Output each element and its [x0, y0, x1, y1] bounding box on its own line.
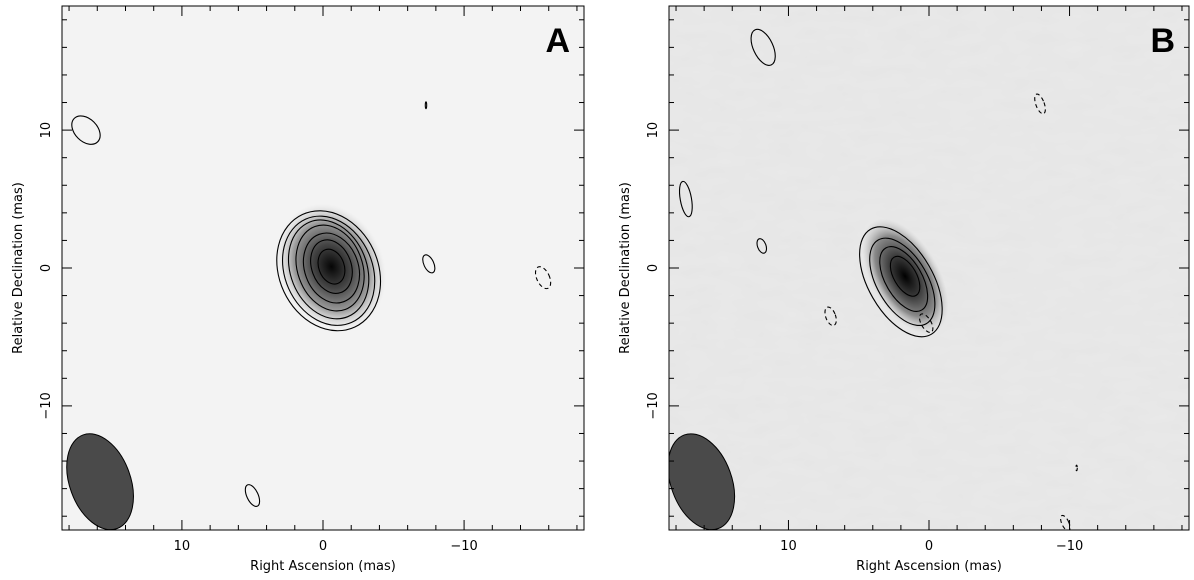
negative-contour-10: [1075, 464, 1078, 472]
contour-6: [756, 238, 768, 254]
x-tick-label: 0: [319, 539, 327, 554]
contour-1: [879, 246, 929, 312]
panel-label: A: [545, 22, 570, 60]
contour-1: [310, 239, 353, 294]
negative-contour-11: [534, 266, 552, 290]
panel-a: 10 0 −10 10 0 −10 Right Ascension (mas) Relativ…: [11, 5, 585, 574]
contour-4: [750, 28, 776, 66]
contour-6: [276, 210, 382, 332]
contour-9: [244, 484, 261, 507]
contour-5: [678, 180, 693, 218]
y-tick-label: 0: [646, 264, 661, 272]
y-axis-title: Relative Declination (mas): [618, 182, 633, 354]
contour-8: [422, 254, 436, 274]
y-axis-title: Relative Declination (mas): [11, 182, 26, 354]
x-tick-label: −10: [1056, 539, 1083, 554]
contour-5: [281, 215, 376, 326]
beam-ellipse: [669, 433, 736, 530]
y-tick-label: −10: [646, 392, 661, 419]
negative-contour-8: [918, 313, 934, 333]
x-tick-label: 0: [925, 539, 933, 554]
y-tick-label: 0: [39, 264, 54, 272]
x-axis-title: Right Ascension (mas): [250, 559, 396, 574]
y-tick-label: −10: [39, 392, 54, 419]
y-tick-label: 10: [39, 122, 54, 139]
x-axis-title: Right Ascension (mas): [856, 559, 1002, 574]
contour-2: [869, 237, 936, 327]
panel-label: B: [1150, 22, 1175, 60]
beam-ellipse: [66, 433, 134, 530]
x-tick-label: 10: [174, 539, 191, 554]
y-tick-label: 10: [646, 122, 661, 139]
contour-3: [859, 226, 943, 338]
x-tick-label: −10: [450, 539, 477, 554]
contour-4: [287, 219, 370, 320]
contour-10: [424, 101, 428, 110]
x-tick-label: 10: [780, 539, 797, 554]
contour-3: [295, 224, 365, 312]
contour-7: [71, 115, 101, 145]
source-emission: [861, 218, 949, 334]
contour-0: [889, 255, 921, 297]
negative-contour-7: [824, 306, 837, 327]
negative-contour-11: [1060, 514, 1071, 530]
contour-0: [317, 248, 346, 285]
panel-b: 10 0 −10 10 0 −10 Right Ascension (mas) Relativ…: [618, 5, 1190, 574]
contour-2: [302, 232, 361, 304]
negative-contour-9: [1034, 93, 1046, 115]
